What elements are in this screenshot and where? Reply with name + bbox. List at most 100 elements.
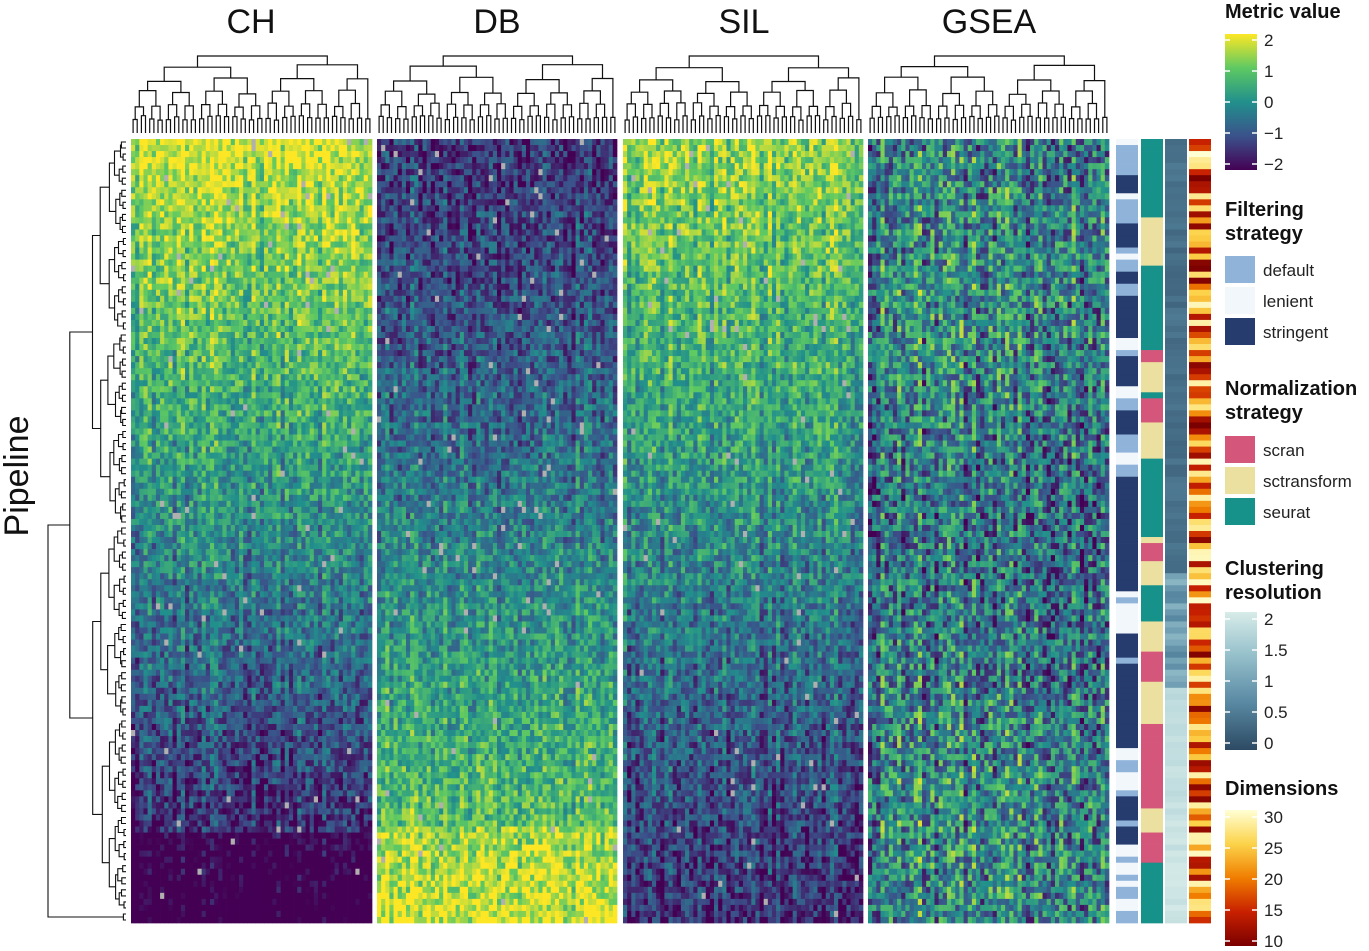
heatmap-cell [330, 549, 335, 555]
heatmap-cell [222, 260, 227, 266]
heatmap-cell [247, 175, 252, 181]
heatmap-cell [293, 193, 298, 199]
heatmap-cell [177, 181, 182, 187]
heatmap-cell [252, 344, 257, 350]
heatmap-cell [173, 392, 178, 398]
heatmap-cell [355, 235, 360, 241]
heatmap-cell [160, 428, 165, 434]
heatmap-cell [256, 211, 261, 217]
heatmap-cell [297, 266, 302, 272]
heatmap-cell [264, 338, 269, 344]
heatmap-cell [297, 260, 302, 266]
heatmap-cell [268, 597, 273, 603]
heatmap-cell [131, 260, 136, 266]
heatmap-cell [156, 344, 161, 350]
heatmap-cell [301, 609, 306, 615]
heatmap-cell [355, 603, 360, 609]
heatmap-cell [139, 603, 144, 609]
heatmap-cell [322, 471, 327, 477]
heatmap-cell [301, 235, 306, 241]
dendrogram-branch [398, 107, 406, 120]
heatmap-cell [326, 235, 331, 241]
heatmap-cell [252, 549, 257, 555]
heatmap-cell [318, 561, 323, 567]
heatmap-cell [218, 151, 223, 157]
heatmap-cell [243, 235, 248, 241]
heatmap-cell [227, 374, 232, 380]
heatmap-cell [206, 585, 211, 591]
heatmap-cell [330, 537, 335, 543]
heatmap-cell [343, 543, 348, 549]
heatmap-cell [173, 235, 178, 241]
heatmap-cell [168, 169, 173, 175]
heatmap-cell [285, 145, 290, 151]
heatmap-cell [177, 350, 182, 356]
heatmap-cell [276, 422, 281, 428]
heatmap-cell [347, 278, 352, 284]
heatmap-cell [285, 597, 290, 603]
heatmap-cell [355, 187, 360, 193]
heatmap-cell [160, 193, 165, 199]
heatmap-cell [222, 477, 227, 483]
heatmap-cell [210, 163, 215, 169]
heatmap-cell [131, 338, 136, 344]
heatmap-cell [218, 603, 223, 609]
heatmap-cell [222, 585, 227, 591]
heatmap-cell [264, 615, 269, 621]
heatmap-cell [160, 441, 165, 447]
heatmap-cell [276, 362, 281, 368]
dendrogram-branch [1086, 119, 1090, 133]
dendrogram-branch [308, 118, 312, 133]
heatmap-cell [177, 410, 182, 416]
heatmap-cell [139, 507, 144, 513]
heatmap-cell [272, 368, 277, 374]
heatmap-cell [314, 447, 319, 453]
heatmap-cell [260, 187, 265, 193]
heatmap-cell [193, 615, 198, 621]
heatmap-cell [347, 175, 352, 181]
heatmap-cell [173, 525, 178, 531]
heatmap-cell [268, 193, 273, 199]
dendrogram-branch [185, 106, 193, 120]
heatmap-cell [139, 374, 144, 380]
heatmap-cell [260, 507, 265, 513]
heatmap-cell [210, 471, 215, 477]
heatmap-cell [272, 362, 277, 368]
heatmap-cell [139, 211, 144, 217]
heatmap-cell [168, 139, 173, 145]
heatmap-cell [214, 543, 219, 549]
heatmap-cell [272, 549, 277, 555]
heatmap-cell [276, 477, 281, 483]
heatmap-cell [152, 465, 157, 471]
heatmap-cell [173, 344, 178, 350]
heatmap-cell [297, 314, 302, 320]
heatmap-cell [351, 350, 356, 356]
heatmap-cell [193, 308, 198, 314]
heatmap-cell [347, 139, 352, 145]
heatmap-cell [185, 519, 190, 525]
heatmap-cell [256, 326, 261, 332]
heatmap-cell [202, 404, 207, 410]
heatmap-cell [227, 260, 232, 266]
heatmap-cell [256, 453, 261, 459]
heatmap-cell [297, 591, 302, 597]
heatmap-cell [160, 229, 165, 235]
heatmap-cell [335, 302, 340, 308]
heatmap-cell [256, 151, 261, 157]
heatmap-cell [306, 386, 311, 392]
heatmap-cell [218, 272, 223, 278]
heatmap-cell [193, 549, 198, 555]
heatmap-cell [164, 169, 169, 175]
heatmap-cell [202, 489, 207, 495]
heatmap-cell [264, 447, 269, 453]
heatmap-cell [322, 217, 327, 223]
dendrogram-branch [462, 118, 466, 133]
heatmap-cell [264, 157, 269, 163]
dendrogram-branch [799, 120, 803, 133]
heatmap-cell [264, 193, 269, 199]
heatmap-cell [281, 332, 286, 338]
heatmap-cell [239, 573, 244, 579]
heatmap-cell [210, 513, 215, 519]
heatmap-cell [164, 531, 169, 537]
heatmap-cell [289, 235, 294, 241]
